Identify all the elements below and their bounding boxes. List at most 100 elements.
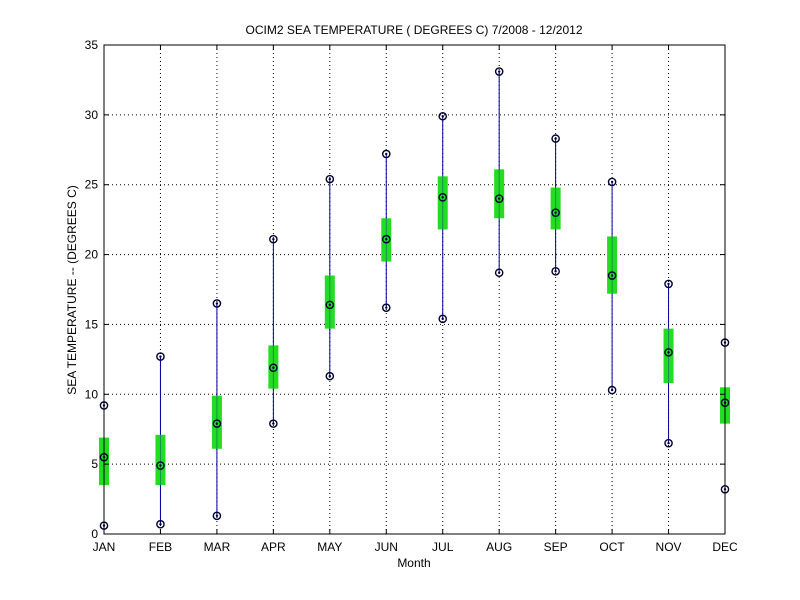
max-marker: [381, 149, 391, 159]
min-marker-dot: [610, 388, 614, 392]
x-tick-label: JUN: [375, 540, 398, 554]
max-marker: [212, 299, 222, 308]
min-marker-dot: [272, 422, 275, 425]
min-marker: [269, 419, 278, 428]
box-group-jun: [381, 149, 392, 312]
max-marker-dot: [441, 115, 444, 118]
x-tick-label: AUG: [486, 540, 512, 554]
chart-title: OCIM2 SEA TEMPERATURE ( DEGREES C) 7/200…: [245, 23, 582, 37]
box-group-oct: [607, 177, 618, 395]
plot-frame: [103, 44, 726, 535]
min-marker-dot: [667, 441, 670, 445]
iqr-box: [607, 236, 618, 294]
x-tick-label: APR: [261, 540, 286, 554]
iqr-box: [211, 395, 222, 449]
median-marker: [438, 192, 448, 202]
min-marker-dot: [159, 523, 162, 526]
min-marker: [607, 385, 617, 395]
y-tick-label: 30: [85, 108, 99, 122]
max-marker-dot: [554, 137, 557, 140]
max-marker-dot: [385, 152, 388, 156]
box-group-aug: [494, 67, 505, 278]
median-marker: [607, 271, 617, 280]
max-marker: [269, 234, 278, 244]
median-marker: [156, 461, 165, 470]
median-marker: [551, 208, 560, 217]
tick-layer: 0 5 10 15 20 25 30 35 JAN FEB MAR APR MAY JUN JUL AUG SE…: [85, 38, 738, 554]
plot-background: [104, 45, 725, 534]
max-marker-dot: [159, 355, 162, 358]
x-tick-label: NOV: [656, 540, 682, 554]
box-group-apr: [268, 234, 279, 428]
min-marker-dot: [385, 306, 388, 309]
max-marker: [551, 134, 560, 143]
max-marker-dot: [610, 180, 614, 184]
x-tick-label: JAN: [93, 540, 116, 554]
iqr-box: [155, 434, 166, 486]
x-axis-label: Month: [397, 556, 430, 570]
min-marker-dot: [497, 271, 501, 274]
box-group-feb: [155, 352, 166, 529]
y-tick-label: 15: [85, 317, 99, 331]
y-axis-label: SEA TEMPERATURE -- (DEGREES C): [65, 185, 79, 395]
max-marker-dot: [272, 238, 275, 241]
max-marker: [325, 174, 335, 184]
box-group-jul: [437, 111, 448, 324]
iqr-box: [324, 275, 335, 329]
x-tick-label: OCT: [599, 540, 625, 554]
max-marker: [664, 279, 673, 289]
min-marker: [325, 371, 335, 381]
min-marker: [664, 438, 673, 448]
min-marker-dot: [441, 317, 444, 321]
x-tick-label: DEC: [712, 540, 738, 554]
iqr-box: [437, 176, 448, 230]
min-marker: [381, 303, 391, 312]
min-marker-dot: [328, 374, 332, 378]
x-tick-label: FEB: [149, 540, 172, 554]
x-tick-label: MAR: [204, 540, 231, 554]
median-marker: [269, 363, 278, 373]
y-tick-label: 5: [91, 457, 98, 471]
min-marker: [438, 314, 448, 324]
y-tick-label: 20: [85, 248, 99, 262]
box-group-nov: [663, 279, 674, 448]
min-marker: [494, 268, 504, 278]
median-marker: [381, 234, 391, 244]
median-marker: [494, 194, 504, 203]
max-marker: [494, 67, 504, 76]
median-marker-dot: [554, 211, 557, 214]
median-marker-dot: [328, 303, 332, 307]
max-marker-dot: [497, 70, 501, 73]
max-marker-dot: [667, 282, 670, 286]
max-marker: [607, 177, 617, 187]
iqr-box: [494, 169, 505, 219]
min-marker: [212, 511, 222, 521]
y-tick-label: 25: [85, 178, 99, 192]
median-marker-dot: [667, 351, 670, 354]
median-marker-dot: [215, 422, 219, 425]
median-marker-dot: [159, 464, 162, 467]
x-tick-label: MAY: [317, 540, 342, 554]
median-marker-dot: [441, 196, 444, 199]
y-tick-label: 35: [85, 38, 99, 52]
max-marker-dot: [215, 302, 219, 305]
y-tick-label: 10: [85, 387, 99, 401]
x-tick-label: JUL: [432, 540, 454, 554]
median-marker-dot: [385, 238, 388, 241]
median-marker: [325, 300, 335, 310]
box-group-mar: [211, 299, 222, 521]
median-marker: [664, 348, 673, 357]
min-marker: [551, 267, 560, 276]
box-group-may: [324, 174, 335, 381]
min-marker-dot: [215, 514, 219, 518]
max-marker: [438, 111, 448, 121]
median-marker-dot: [497, 197, 501, 200]
box-group-sep: [550, 134, 561, 276]
max-marker-dot: [328, 177, 332, 181]
x-tick-label: SEP: [544, 540, 568, 554]
y-tick-label: 0: [91, 527, 98, 541]
median-marker-dot: [272, 366, 275, 369]
median-marker-dot: [610, 274, 614, 277]
